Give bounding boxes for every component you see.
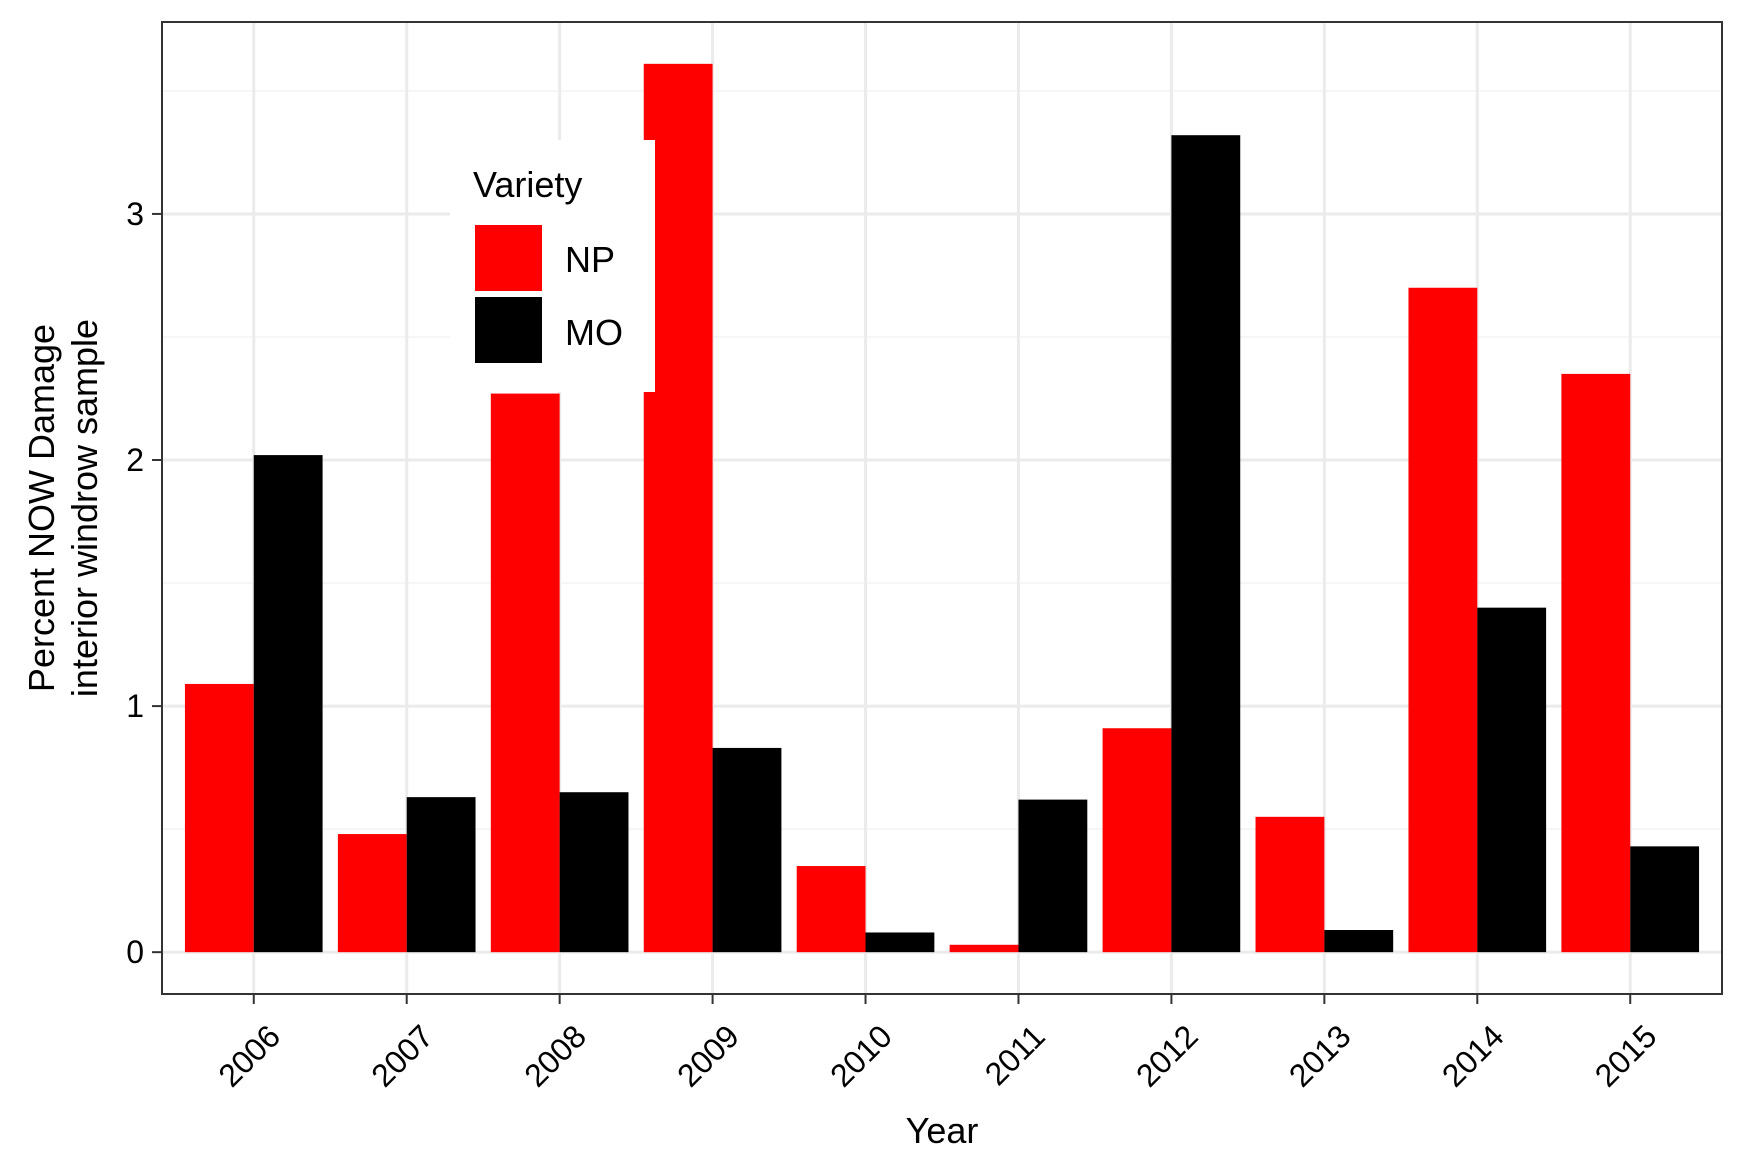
x-tick-label: 2011 (978, 1018, 1052, 1092)
y-tick-label: 1 (126, 688, 144, 724)
legend-key-np (475, 225, 542, 291)
y-axis-title: Percent NOW Damage interior windrow samp… (21, 319, 105, 697)
bar-np-2009 (643, 63, 713, 953)
bar-np-2008 (490, 393, 560, 953)
bar-np-2014 (1408, 287, 1478, 953)
x-tick-label: 2008 (517, 1018, 593, 1094)
x-tick-label: 2009 (670, 1018, 746, 1094)
bar-mo-2006 (253, 455, 323, 953)
bar-np-2012 (1102, 728, 1172, 953)
bar-np-2007 (337, 834, 407, 953)
x-tick-label: 2010 (823, 1018, 899, 1094)
bar-np-2013 (1255, 816, 1325, 953)
bar-mo-2012 (1171, 135, 1241, 953)
legend-label-mo: MO (565, 312, 623, 353)
x-tick-label: 2012 (1129, 1018, 1205, 1094)
bar-np-2010 (796, 866, 866, 953)
x-tick-label: 2013 (1282, 1018, 1358, 1094)
y-axis-title-line-2: interior windrow sample (64, 319, 105, 697)
x-axis-title: Year (906, 1110, 979, 1151)
bar-mo-2009 (712, 747, 782, 953)
bar-np-2011 (949, 944, 1019, 953)
bar-mo-2010 (865, 932, 935, 953)
bars (184, 63, 1700, 953)
bar-mo-2007 (406, 797, 476, 953)
bar-np-2015 (1561, 373, 1631, 953)
x-tick-label: 2007 (364, 1018, 440, 1094)
y-axis-title-line-1: Percent NOW Damage (21, 324, 62, 692)
legend-key-mo (475, 297, 542, 363)
bar-mo-2008 (559, 792, 629, 953)
legend: Variety NP MO (450, 140, 655, 392)
bar-mo-2014 (1477, 607, 1547, 953)
bar-mo-2011 (1018, 799, 1088, 953)
x-tick-label: 2014 (1435, 1018, 1511, 1094)
y-tick-label: 2 (126, 442, 144, 478)
legend-title: Variety (473, 164, 582, 205)
bar-mo-2013 (1324, 930, 1394, 953)
bar-mo-2015 (1630, 846, 1700, 953)
y-axis: 0 1 2 3 (126, 196, 162, 970)
y-tick-label: 0 (126, 934, 144, 970)
legend-label-np: NP (565, 239, 615, 280)
x-axis: 2006 2007 2008 2009 2010 2011 2012 2013 2014 2015 (211, 994, 1664, 1094)
y-tick-label: 3 (126, 196, 144, 232)
plot-border (161, 21, 1723, 995)
x-tick-label: 2006 (211, 1018, 287, 1094)
x-tick-label: 2015 (1588, 1018, 1664, 1094)
bar-np-2006 (184, 683, 254, 953)
